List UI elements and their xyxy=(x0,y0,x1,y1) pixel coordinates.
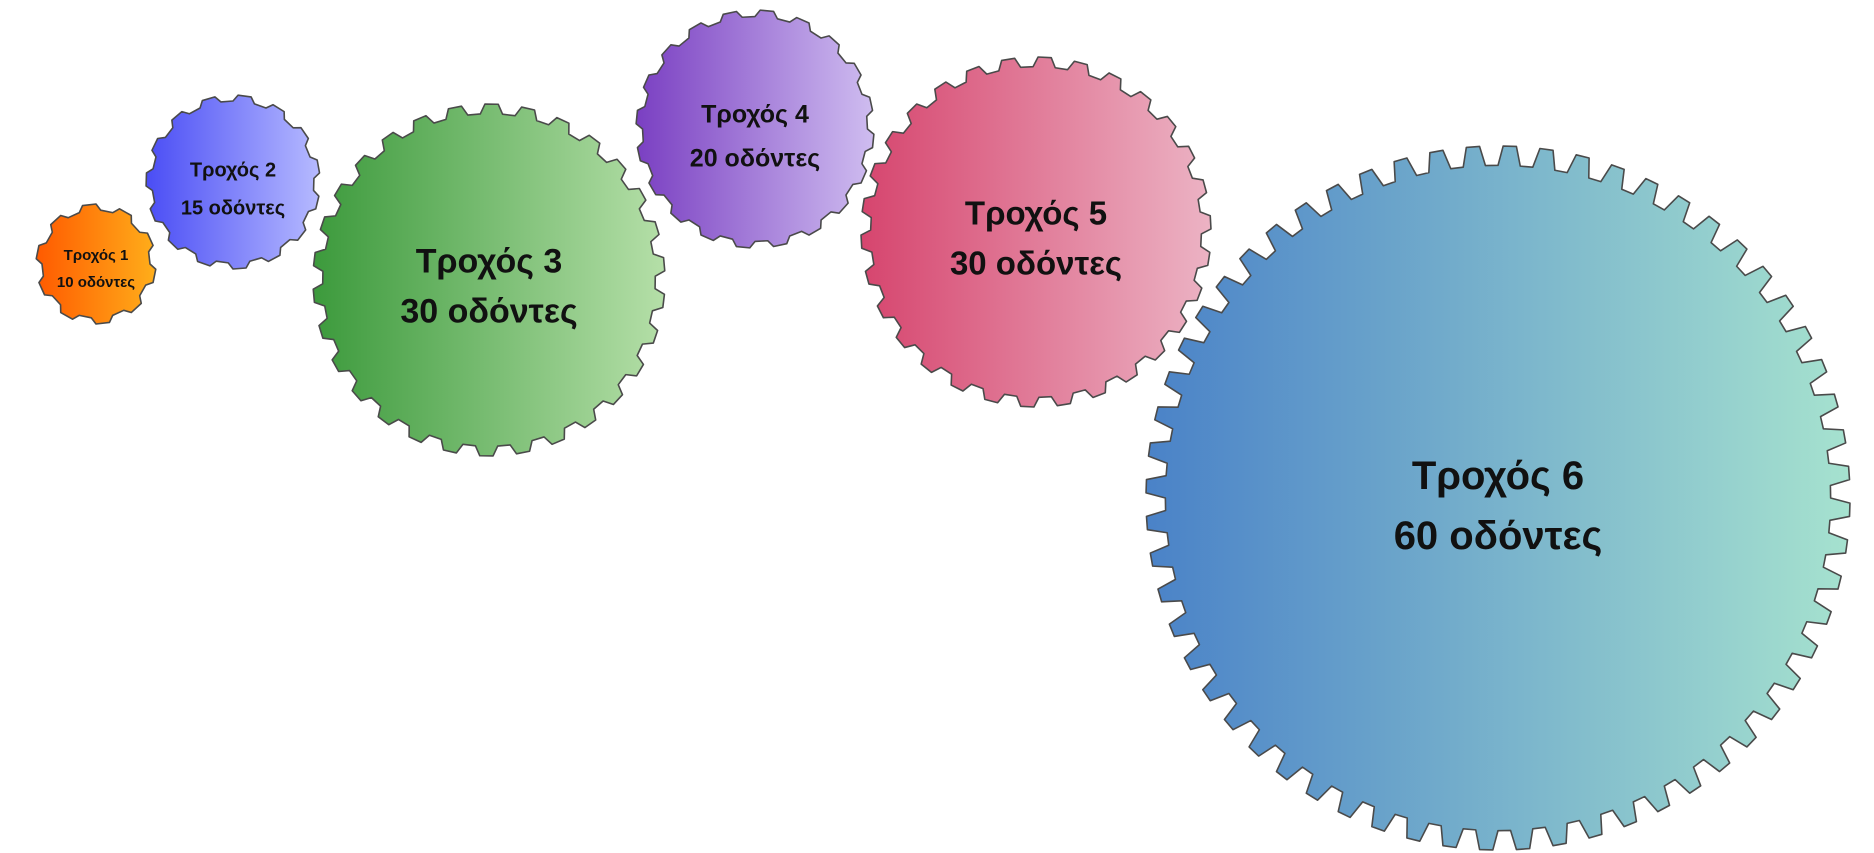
gear-2-name: Τροχός 2 xyxy=(190,159,276,181)
gear-4-teeth-label: 20 οδόντες xyxy=(690,144,820,172)
gear-2: Τροχός 2 15 οδόντες xyxy=(145,94,321,270)
gear-3: Τροχός 3 30 οδόντες xyxy=(312,103,666,457)
gear-3-name: Τροχός 3 xyxy=(416,243,563,281)
gear-5-body xyxy=(860,56,1212,408)
gear-6-name: Τροχός 6 xyxy=(1412,454,1584,498)
gear-2-teeth-label: 15 οδόντες xyxy=(181,197,285,219)
gear-6-body xyxy=(1145,145,1851,851)
gear-1-teeth-label: 10 οδόντες xyxy=(57,274,135,291)
gear-6: Τροχός 6 60 οδόντες xyxy=(1145,145,1851,851)
gear-3-body xyxy=(312,103,666,457)
gear-2-body xyxy=(145,94,321,270)
gear-3-teeth-label: 30 οδόντες xyxy=(400,293,577,331)
gear-6-teeth-label: 60 οδόντες xyxy=(1394,514,1603,558)
gear-5-teeth-label: 30 οδόντες xyxy=(950,245,1122,282)
gear-4: Τροχός 4 20 οδόντες xyxy=(635,9,875,249)
gear-1: Τροχός 1 10 οδόντες xyxy=(35,203,157,325)
gear-4-name: Τροχός 4 xyxy=(701,100,809,128)
gear-1-body xyxy=(35,203,157,325)
gear-5-name: Τροχός 5 xyxy=(965,195,1107,232)
gear-1-name: Τροχός 1 xyxy=(64,247,129,264)
gear-5: Τροχός 5 30 οδόντες xyxy=(860,56,1212,408)
gear-4-body xyxy=(635,9,875,249)
